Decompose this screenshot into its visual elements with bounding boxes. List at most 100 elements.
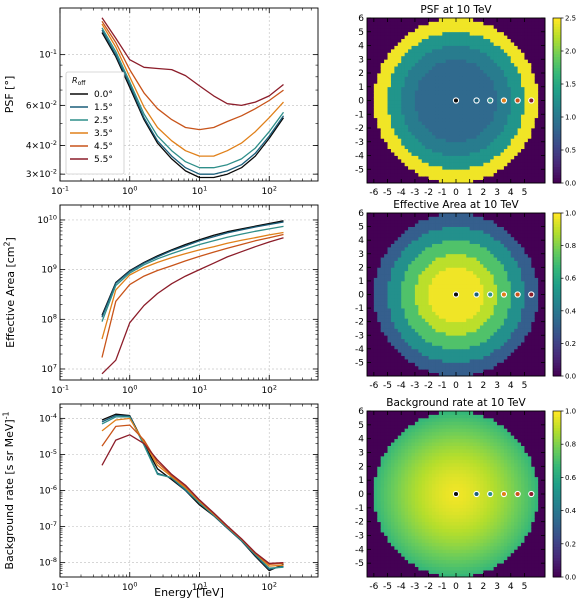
heatmap-cell	[510, 86, 515, 91]
heatmap-cell	[449, 321, 453, 326]
heatmap-cell	[469, 257, 474, 261]
heatmap-cell	[435, 359, 440, 363]
heatmap-cell	[483, 223, 488, 227]
colorbar-tick-label: 0.5	[565, 147, 576, 155]
heatmap-cell	[531, 169, 536, 174]
heatmap-cell	[493, 359, 498, 363]
heatmap-cell	[486, 62, 491, 67]
heatmap-cell	[497, 294, 501, 299]
heatmap-cell	[507, 79, 512, 84]
heatmap-cell	[418, 76, 423, 81]
heatmap-cell	[497, 114, 501, 119]
heatmap-cell	[380, 331, 385, 336]
heatmap-cell	[510, 35, 515, 40]
heatmap-cell	[452, 55, 457, 60]
heatmap-cell	[449, 90, 453, 95]
heatmap-cell	[466, 328, 471, 333]
heatmap-cell	[421, 223, 426, 227]
heatmap-cell	[425, 176, 430, 180]
heatmap-cell	[497, 42, 501, 46]
heatmap-cell	[421, 152, 426, 156]
heatmap-cell	[466, 107, 471, 112]
heatmap-cell	[390, 69, 395, 74]
heatmap-cell	[452, 301, 457, 306]
y-axis-label: Background rate [s sr MeV]-1​	[2, 411, 16, 569]
heatmap-cell	[370, 229, 375, 234]
heatmap-cell	[490, 369, 495, 374]
heatmap-cell	[418, 24, 423, 29]
heatmap-cell	[459, 284, 464, 289]
heatmap-cell	[531, 138, 536, 143]
heatmap-cell	[401, 52, 406, 57]
heatmap-cell	[421, 86, 426, 91]
heatmap-cell	[432, 216, 436, 221]
heatmap-cell	[442, 342, 447, 346]
heatmap-cell	[421, 103, 426, 108]
legend-entry: 4.5°	[94, 142, 113, 152]
colorbar-segment	[553, 84, 561, 88]
heatmap-cell	[469, 335, 474, 340]
heatmap-cell	[445, 308, 450, 312]
heatmap-cell	[380, 311, 385, 316]
heatmap-cell	[367, 318, 371, 323]
heatmap-cell	[445, 165, 450, 170]
heatmap-cell	[456, 131, 460, 136]
heatmap-cell	[408, 59, 412, 64]
heatmap-cell	[408, 66, 412, 70]
heatmap-cell	[493, 345, 498, 350]
heatmap-cell	[538, 155, 542, 160]
y-tick-label: -3	[355, 138, 364, 148]
heatmap-cell	[459, 236, 464, 241]
heatmap-cell	[384, 165, 388, 170]
heatmap-cell	[469, 345, 474, 350]
heatmap-cell	[384, 35, 388, 40]
heatmap-cell	[380, 152, 385, 156]
heatmap-cell	[394, 90, 399, 95]
heatmap-cell	[367, 213, 371, 217]
heatmap-cell	[432, 152, 436, 156]
heatmap-cell	[476, 270, 481, 275]
heatmap-cell	[497, 263, 501, 268]
heatmap-cell	[493, 267, 498, 272]
heatmap-cell	[408, 121, 412, 125]
heatmap-cell	[421, 155, 426, 160]
heatmap-cell	[380, 165, 385, 170]
heatmap-cell	[486, 233, 491, 238]
heatmap-cell	[432, 158, 436, 163]
heatmap-cell	[414, 365, 419, 370]
heatmap-cell	[459, 55, 464, 60]
heatmap-cell	[373, 294, 378, 299]
heatmap-cell	[531, 38, 536, 43]
heatmap-cell	[428, 274, 433, 278]
heatmap-cell	[435, 110, 440, 115]
heatmap-cell	[466, 287, 471, 292]
heatmap-cell	[486, 260, 491, 265]
heatmap-cell	[497, 18, 501, 22]
heatmap-cell	[445, 243, 450, 248]
heatmap-cell	[490, 141, 495, 146]
heatmap-cell	[445, 257, 450, 261]
heatmap-cell	[432, 352, 436, 357]
heatmap-cell	[377, 100, 382, 105]
heatmap-cell	[510, 66, 515, 70]
heatmap-cell	[411, 335, 416, 340]
heatmap-cell	[503, 134, 508, 139]
heatmap-cell	[493, 83, 498, 88]
heatmap-cell	[483, 83, 488, 88]
heatmap-cell	[432, 260, 436, 265]
heatmap-cell	[517, 134, 522, 139]
heatmap-cell	[435, 117, 440, 122]
heatmap-cell	[476, 362, 481, 367]
heatmap-cell	[387, 138, 392, 143]
heatmap-cell	[473, 48, 477, 53]
heatmap-cell	[486, 267, 491, 272]
heatmap-cell	[401, 362, 406, 367]
heatmap-cell	[486, 21, 491, 26]
heatmap-cell	[394, 297, 399, 302]
heatmap-cell	[541, 35, 546, 40]
heatmap-cell	[380, 301, 385, 306]
heatmap-cell	[390, 100, 395, 105]
heatmap-cell	[459, 138, 464, 143]
heatmap-cell	[476, 226, 481, 231]
heatmap-cell	[479, 240, 484, 244]
